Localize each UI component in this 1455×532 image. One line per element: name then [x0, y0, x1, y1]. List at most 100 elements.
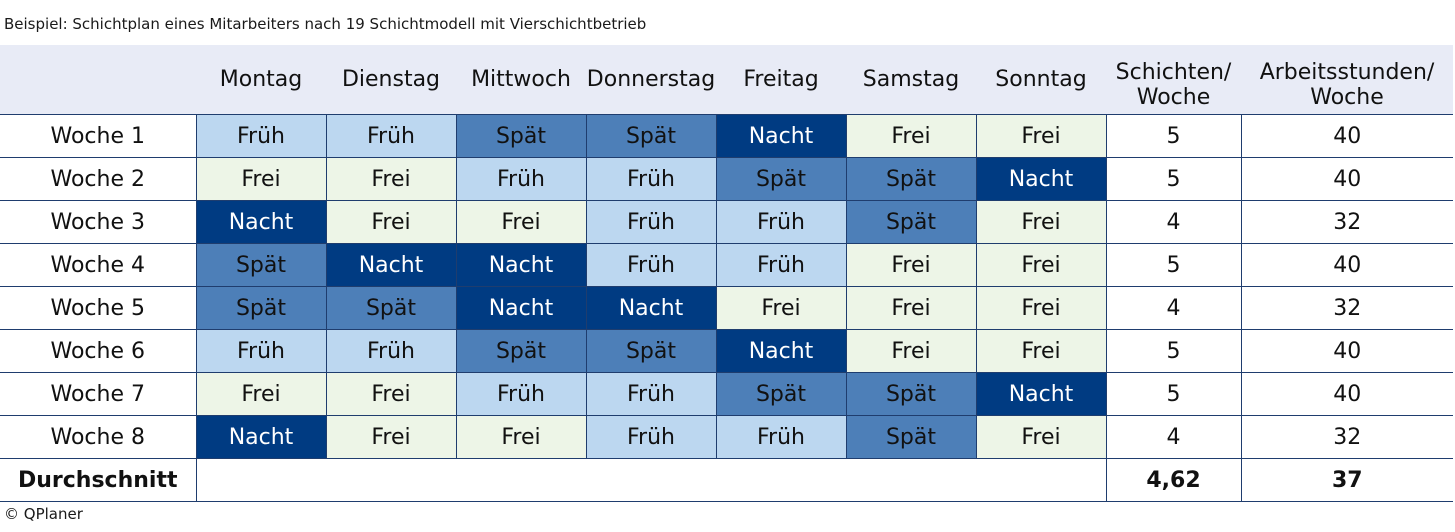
shift-cell: Früh	[455, 157, 587, 201]
table-row: Woche 5 Spät Spät Nacht Nacht Frei Frei …	[0, 286, 1453, 330]
week-label: Woche 2	[0, 157, 197, 201]
shift-cell: Spät	[845, 157, 977, 201]
shift-cell: Spät	[845, 415, 977, 459]
shift-cell: Frei	[975, 329, 1107, 373]
hours-count: 32	[1240, 286, 1453, 330]
shift-cell: Früh	[585, 200, 717, 244]
shift-cell: Frei	[715, 286, 847, 330]
header-day: Samstag	[846, 45, 976, 115]
shift-cell: Nacht	[455, 243, 587, 287]
shift-cell: Spät	[585, 114, 717, 158]
header-hours-line1: Arbeitsstunden/	[1259, 60, 1435, 85]
shift-cell: Spät	[195, 243, 327, 287]
table-caption: Beispiel: Schichtplan eines Mitarbeiters…	[4, 15, 647, 33]
shift-cell: Früh	[195, 114, 327, 158]
shift-cell: Früh	[585, 243, 717, 287]
shift-cell: Früh	[195, 329, 327, 373]
hours-count: 40	[1240, 372, 1453, 416]
hours-count: 40	[1240, 329, 1453, 373]
shift-cell: Nacht	[325, 243, 457, 287]
shift-cell: Frei	[195, 157, 327, 201]
hours-count: 40	[1240, 243, 1453, 287]
week-label: Woche 7	[0, 372, 197, 416]
average-label: Durchschnitt	[0, 458, 197, 502]
shift-cell: Nacht	[195, 200, 327, 244]
header-day: Donnerstag	[586, 45, 716, 115]
shift-cell: Nacht	[715, 329, 847, 373]
shift-cell: Nacht	[455, 286, 587, 330]
shift-cell: Nacht	[715, 114, 847, 158]
week-label: Woche 5	[0, 286, 197, 330]
table-row: Woche 4 Spät Nacht Nacht Früh Früh Frei …	[0, 243, 1453, 287]
shift-cell: Frei	[845, 286, 977, 330]
shift-cell: Frei	[325, 200, 457, 244]
table-row: Woche 8 Nacht Frei Frei Früh Früh Spät F…	[0, 415, 1453, 459]
shifts-count: 5	[1105, 114, 1242, 158]
header-day: Montag	[196, 45, 326, 115]
shift-cell: Frei	[975, 114, 1107, 158]
shifts-count: 5	[1105, 157, 1242, 201]
hours-count: 40	[1240, 114, 1453, 158]
shifts-count: 5	[1105, 372, 1242, 416]
shift-cell: Frei	[975, 200, 1107, 244]
shift-cell: Frei	[975, 286, 1107, 330]
shift-cell: Nacht	[195, 415, 327, 459]
table-row: Woche 6 Früh Früh Spät Spät Nacht Frei F…	[0, 329, 1453, 373]
shift-cell: Früh	[325, 329, 457, 373]
shift-cell: Spät	[845, 200, 977, 244]
shift-cell: Spät	[325, 286, 457, 330]
header-shifts-line2: Woche	[1136, 85, 1211, 110]
shift-cell: Frei	[325, 157, 457, 201]
average-empty-span	[195, 458, 1107, 502]
hours-count: 32	[1240, 200, 1453, 244]
shift-cell: Spät	[715, 157, 847, 201]
shift-cell: Frei	[455, 415, 587, 459]
shift-cell: Früh	[325, 114, 457, 158]
average-shifts: 4,62	[1105, 458, 1242, 502]
shift-cell: Spät	[845, 372, 977, 416]
shift-cell: Früh	[585, 415, 717, 459]
header-shifts-line1: Schichten/	[1115, 60, 1232, 85]
shifts-count: 4	[1105, 200, 1242, 244]
header-day: Freitag	[716, 45, 846, 115]
shift-cell: Nacht	[975, 372, 1107, 416]
shift-cell: Früh	[715, 243, 847, 287]
table-row: Woche 2 Frei Frei Früh Früh Spät Spät Na…	[0, 157, 1453, 201]
shift-cell: Früh	[585, 157, 717, 201]
shifts-count: 5	[1105, 243, 1242, 287]
shift-cell: Spät	[195, 286, 327, 330]
copyright-footer: © QPlaner	[4, 505, 83, 523]
shift-cell: Spät	[455, 329, 587, 373]
shift-cell: Nacht	[585, 286, 717, 330]
week-label: Woche 1	[0, 114, 197, 158]
header-hours-line2: Woche	[1310, 85, 1384, 110]
shift-cell: Frei	[325, 415, 457, 459]
shift-cell: Spät	[715, 372, 847, 416]
shift-cell: Früh	[715, 200, 847, 244]
header-day: Dienstag	[326, 45, 456, 115]
shifts-count: 5	[1105, 329, 1242, 373]
shift-cell: Früh	[715, 415, 847, 459]
shift-cell: Frei	[845, 114, 977, 158]
header-corner	[0, 45, 196, 115]
header-day: Mittwoch	[456, 45, 586, 115]
shift-cell: Frei	[975, 243, 1107, 287]
week-label: Woche 4	[0, 243, 197, 287]
shift-cell: Frei	[455, 200, 587, 244]
shifts-count: 4	[1105, 286, 1242, 330]
header-shifts-per-week: Schichten/ Woche	[1106, 45, 1241, 115]
table-row: Woche 1 Früh Früh Spät Spät Nacht Frei F…	[0, 114, 1453, 158]
shift-cell: Frei	[325, 372, 457, 416]
average-row: Durchschnitt 4,62 37	[0, 458, 1453, 502]
hours-count: 32	[1240, 415, 1453, 459]
header-row: Montag Dienstag Mittwoch Donnerstag Frei…	[0, 45, 1453, 115]
table-row: Woche 3 Nacht Frei Frei Früh Früh Spät F…	[0, 200, 1453, 244]
hours-count: 40	[1240, 157, 1453, 201]
shift-cell: Nacht	[975, 157, 1107, 201]
table-row: Woche 7 Frei Frei Früh Früh Spät Spät Na…	[0, 372, 1453, 416]
shift-cell: Frei	[845, 329, 977, 373]
table-body: Woche 1 Früh Früh Spät Spät Nacht Frei F…	[0, 114, 1453, 502]
shift-cell: Spät	[455, 114, 587, 158]
header-hours-per-week: Arbeitsstunden/ Woche	[1241, 45, 1453, 115]
